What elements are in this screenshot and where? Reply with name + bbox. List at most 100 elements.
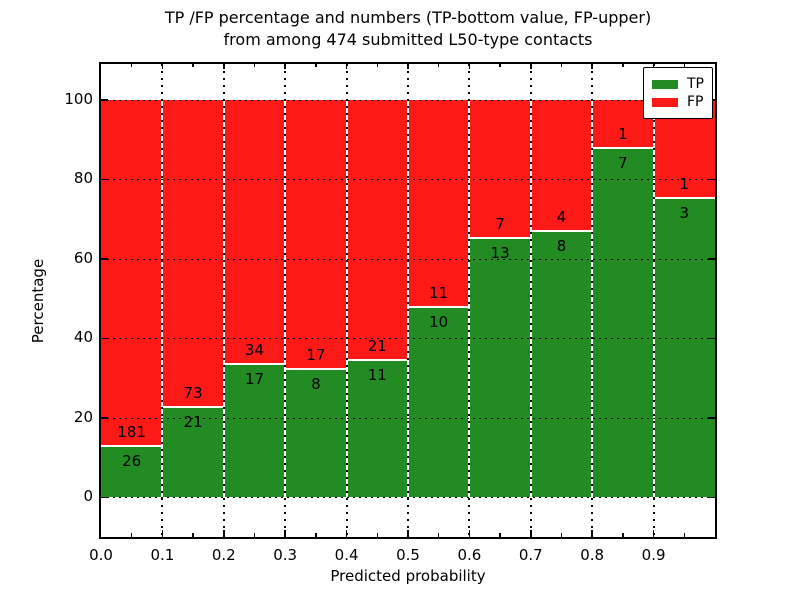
bar-segment-fp [346, 99, 408, 361]
y-major-tick [101, 258, 108, 260]
x-minor-tick [315, 533, 317, 537]
tp-count-label: 10 [429, 312, 449, 331]
y-major-tick-right [708, 178, 715, 181]
bar-segment-tp [592, 149, 654, 498]
bar-segment-fp [469, 99, 531, 239]
x-tick-label: 0.5 [396, 546, 420, 564]
bar-segment-tp [101, 447, 163, 498]
fp-count-label: 34 [244, 340, 265, 359]
bar-segment-fp [223, 99, 286, 365]
bar-segment-fp [285, 99, 347, 371]
x-tick-label: 0.8 [580, 546, 605, 564]
tp-count-label: 8 [556, 237, 567, 256]
bar-segment-tp [162, 408, 224, 498]
x-major-tick-top [407, 64, 409, 69]
x-major-tick [530, 530, 532, 537]
x-minor-tick [192, 533, 194, 537]
x-major-tick [284, 530, 286, 537]
x-major-tick [345, 530, 348, 537]
legend-swatch-fp [652, 97, 678, 107]
horizontal-gridline [101, 99, 715, 101]
x-major-tick-top [530, 64, 532, 69]
x-minor-tick-top [499, 64, 501, 67]
bar-segment-tp [285, 370, 347, 498]
y-tick-label: 80 [73, 169, 93, 188]
x-major-tick [468, 530, 471, 537]
horizontal-gridline [101, 417, 715, 419]
y-axis-label: Percentage [29, 258, 47, 344]
y-tick-label: 0 [83, 487, 93, 506]
vertical-gridline [652, 64, 655, 537]
y-major-tick-right [708, 496, 715, 498]
x-major-tick [223, 530, 225, 537]
fp-count-label: 1 [618, 125, 628, 144]
bar-segment-fp [408, 99, 470, 308]
tp-count-label: 13 [490, 243, 510, 262]
x-major-tick [652, 530, 655, 537]
x-major-tick [407, 530, 409, 537]
y-tick-label: 60 [73, 248, 93, 267]
vertical-gridline [407, 64, 409, 537]
x-minor-tick-top [253, 64, 256, 67]
x-minor-tick [499, 533, 501, 537]
x-minor-tick-top [560, 64, 563, 67]
vertical-gridline [591, 64, 594, 537]
legend-item-tp: TP [652, 76, 704, 92]
vertical-gridline [529, 64, 532, 537]
vertical-gridline [161, 64, 164, 537]
bar-segment-fp [162, 99, 224, 409]
x-minor-tick [253, 533, 256, 537]
x-tick-label: 0.3 [273, 546, 298, 564]
x-tick-label: 0.2 [211, 546, 236, 564]
bar-segment-tp [653, 199, 715, 498]
horizontal-gridline [101, 258, 715, 260]
x-major-tick-top [284, 64, 286, 69]
vertical-gridline [222, 64, 225, 537]
x-major-tick-top [345, 64, 348, 69]
y-major-tick-right [708, 417, 715, 419]
bar-segment-fp [101, 99, 163, 448]
y-major-tick [101, 496, 108, 498]
bar-segment-tp [346, 360, 408, 498]
tp-count-label: 21 [183, 413, 203, 432]
x-major-tick-top [468, 64, 471, 69]
y-major-tick [101, 337, 108, 339]
x-major-tick-top [591, 64, 593, 69]
legend-label-fp: FP [687, 94, 704, 110]
x-minor-tick [130, 533, 133, 537]
bar-segment-tp [408, 307, 470, 498]
plot-area: TP FP 181 26 73 21 34 17 17 8 21 11 11 10 7 13 4 8 1 7 1 3 [99, 62, 717, 539]
legend-swatch-tp [652, 79, 678, 89]
y-major-tick-right [708, 258, 715, 260]
plot-inner: TP FP 181 26 73 21 34 17 17 8 21 11 11 10 7 13 4 8 1 7 1 3 [101, 64, 715, 537]
legend-label-tp: TP [687, 76, 704, 92]
x-minor-tick-top [437, 64, 440, 67]
fp-count-label: 7 [495, 214, 505, 233]
x-tick-label: 0.9 [641, 546, 666, 564]
x-major-tick [161, 530, 164, 537]
tp-count-label: 26 [122, 452, 142, 471]
tp-count-label: 11 [367, 365, 387, 384]
x-minor-tick [376, 533, 379, 537]
legend: TP FP [643, 67, 713, 119]
x-minor-tick [560, 533, 563, 537]
fp-count-label: 1 [679, 175, 690, 194]
fp-count-label: 181 [117, 423, 147, 442]
horizontal-gridline [101, 179, 715, 181]
bar-segment-tp [223, 364, 286, 498]
y-major-tick [101, 178, 108, 181]
chart-title-line2: from among 474 submitted L50-type contac… [223, 30, 593, 49]
bar-segment-tp [469, 238, 531, 498]
x-tick-label: 0.1 [150, 546, 175, 564]
y-tick-label: 40 [73, 328, 93, 347]
x-minor-tick-top [376, 64, 379, 67]
y-tick-label: 20 [73, 407, 93, 426]
fp-count-label: 4 [556, 208, 567, 227]
vertical-gridline [468, 64, 471, 537]
x-minor-tick [437, 533, 440, 537]
horizontal-gridline [101, 497, 715, 499]
x-tick-label: 0.4 [334, 546, 359, 564]
x-minor-tick-top [130, 64, 133, 67]
x-axis-label: Predicted probability [330, 567, 486, 585]
tp-count-label: 17 [244, 369, 265, 388]
